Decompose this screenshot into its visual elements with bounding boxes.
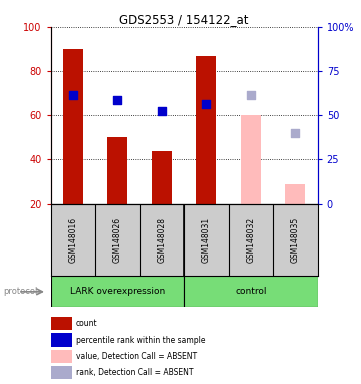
Bar bbox=[286, 184, 305, 204]
Point bbox=[292, 130, 298, 136]
Bar bbox=[196, 56, 216, 204]
Bar bbox=[51, 333, 72, 347]
Text: GSM148031: GSM148031 bbox=[202, 217, 211, 263]
Text: GSM148026: GSM148026 bbox=[113, 217, 122, 263]
Text: protocol: protocol bbox=[4, 287, 38, 296]
Bar bbox=[51, 366, 72, 379]
Text: GSM148035: GSM148035 bbox=[291, 217, 300, 263]
Bar bbox=[51, 276, 184, 307]
Bar bbox=[51, 350, 72, 363]
Bar bbox=[241, 115, 261, 204]
Bar bbox=[51, 317, 72, 330]
Point bbox=[159, 108, 165, 114]
Text: count: count bbox=[76, 319, 97, 328]
Text: LARK overexpression: LARK overexpression bbox=[70, 287, 165, 296]
Text: GSM148028: GSM148028 bbox=[157, 217, 166, 263]
Bar bbox=[107, 137, 127, 204]
Bar bbox=[63, 49, 83, 204]
Point bbox=[70, 92, 76, 98]
Text: GSM148016: GSM148016 bbox=[68, 217, 77, 263]
Point bbox=[204, 101, 209, 107]
Point bbox=[114, 97, 120, 103]
Point bbox=[248, 92, 254, 98]
Text: control: control bbox=[235, 287, 267, 296]
Text: rank, Detection Call = ABSENT: rank, Detection Call = ABSENT bbox=[76, 368, 193, 377]
Title: GDS2553 / 154122_at: GDS2553 / 154122_at bbox=[119, 13, 249, 26]
Text: GSM148032: GSM148032 bbox=[247, 217, 255, 263]
Bar bbox=[184, 276, 318, 307]
Bar bbox=[152, 151, 172, 204]
Text: percentile rank within the sample: percentile rank within the sample bbox=[76, 336, 205, 344]
Text: value, Detection Call = ABSENT: value, Detection Call = ABSENT bbox=[76, 352, 197, 361]
